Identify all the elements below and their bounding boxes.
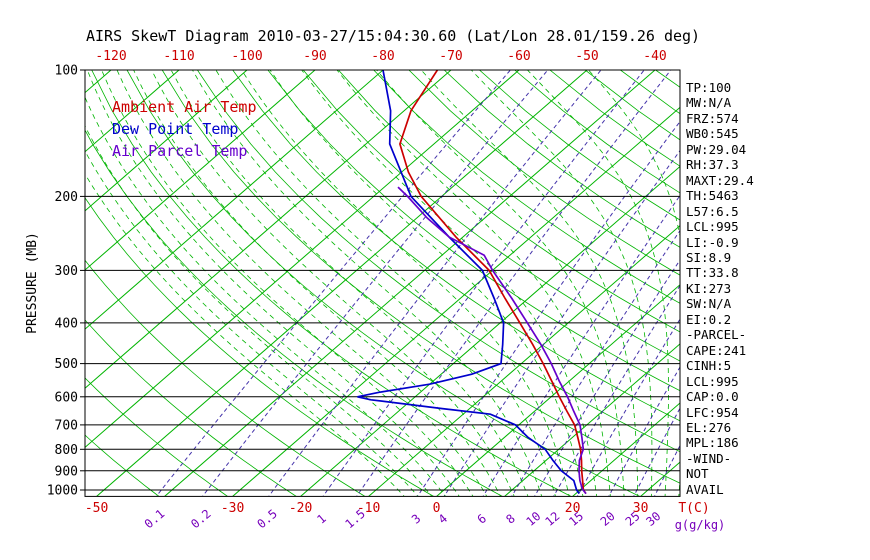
- page-title: AIRS SkewT Diagram 2010-03-27/15:04:30.6…: [86, 27, 701, 45]
- stat-line: SW:N/A: [686, 296, 732, 312]
- svg-text:20: 20: [565, 501, 581, 516]
- svg-text:8: 8: [503, 511, 518, 526]
- svg-text:300: 300: [55, 264, 78, 279]
- svg-text:-90: -90: [303, 49, 326, 64]
- svg-text:12: 12: [542, 509, 562, 529]
- stat-line: EL:276: [686, 419, 732, 435]
- stat-line: CAPE:241: [686, 342, 747, 358]
- svg-text:500: 500: [55, 357, 78, 372]
- stat-line: FRZ:574: [686, 110, 739, 126]
- stat-line: KI:273: [686, 280, 732, 296]
- svg-text:600: 600: [55, 390, 78, 405]
- temp-unit-label: T(C): [678, 501, 709, 516]
- stat-line: WB0:545: [686, 126, 739, 142]
- plot-frame: [84, 69, 681, 497]
- stat-line: RH:37.3: [686, 157, 739, 173]
- svg-text:400: 400: [55, 316, 78, 331]
- series-dew-point-temp: [357, 70, 580, 495]
- svg-text:700: 700: [55, 418, 78, 433]
- stat-line: AVAIL: [686, 481, 724, 497]
- stat-line: LCL:995: [686, 219, 739, 235]
- legend-dew-point-temp: Dew Point Temp: [112, 120, 239, 138]
- stat-line: MW:N/A: [686, 95, 732, 111]
- stat-line: SI:8.9: [686, 249, 732, 265]
- svg-text:0.1: 0.1: [142, 507, 168, 532]
- svg-text:1: 1: [314, 511, 329, 526]
- plot-area: [85, 70, 680, 497]
- stats-panel: TP:100 MW:N/A FRZ:574 WB0:545 PW:29.04 RH:37.…: [686, 80, 754, 497]
- svg-text:10: 10: [523, 509, 543, 529]
- svg-text:-110: -110: [163, 49, 194, 64]
- svg-text:200: 200: [55, 190, 78, 205]
- svg-text:4: 4: [436, 511, 451, 526]
- stat-line: -PARCEL-: [686, 327, 747, 343]
- stat-line: -WIND-: [686, 450, 732, 466]
- svg-text:-120: -120: [95, 49, 126, 64]
- pressure-axis: 100 200 300 400 500 600 700 800 900 1000 PRESSURE …: [25, 64, 85, 499]
- stat-line: TT:33.8: [686, 265, 739, 281]
- mixing-ratio-lines: [155, 70, 680, 497]
- stat-line: TH:5463: [686, 188, 739, 204]
- svg-text:100: 100: [55, 64, 78, 79]
- stat-line: LCL:995: [686, 373, 739, 389]
- stat-line: LI:-0.9: [686, 234, 739, 250]
- svg-text:800: 800: [55, 443, 78, 458]
- stat-line: LFC:954: [686, 404, 739, 420]
- svg-text:30: 30: [633, 501, 649, 516]
- series-air-parcel-temp: [397, 186, 587, 495]
- stat-line: TP:100: [686, 80, 732, 95]
- stat-line: EI:0.2: [686, 311, 732, 327]
- svg-text:0.5: 0.5: [254, 507, 280, 532]
- svg-text:900: 900: [55, 464, 78, 479]
- svg-text:6: 6: [475, 511, 490, 526]
- stat-line: CAP:0.0: [686, 389, 739, 405]
- svg-text:-30: -30: [221, 501, 244, 516]
- svg-text:20: 20: [598, 509, 618, 529]
- stat-line: CINH:5: [686, 358, 732, 374]
- svg-text:PRESSURE (MB): PRESSURE (MB): [25, 232, 40, 334]
- svg-text:-10: -10: [357, 501, 380, 516]
- bottom-temp-axis: -50 -30 -20 -10 0 20 30 T(C): [85, 501, 710, 516]
- legend-ambient-air-temp: Ambient Air Temp: [112, 98, 257, 116]
- stat-line: L57:6.5: [686, 203, 739, 219]
- stat-line: MAXT:29.4: [686, 172, 754, 188]
- svg-text:-100: -100: [231, 49, 262, 64]
- svg-text:-80: -80: [371, 49, 394, 64]
- pressure-lines: [85, 70, 680, 491]
- svg-text:-50: -50: [85, 501, 108, 516]
- top-temp-axis: -120 -110 -100 -90 -80 -70 -60 -50 -40: [95, 49, 666, 64]
- svg-text:0: 0: [433, 501, 441, 516]
- stat-line: NOT: [686, 466, 709, 482]
- svg-text:-70: -70: [439, 49, 462, 64]
- chart-legend: Ambient Air Temp Dew Point Temp Air Parc…: [112, 96, 257, 162]
- series-ambient-air-temp: [399, 70, 587, 495]
- svg-text:1000: 1000: [47, 484, 78, 499]
- stat-line: PW:29.04: [686, 141, 747, 157]
- svg-text:0.2: 0.2: [188, 507, 214, 532]
- svg-text:-60: -60: [507, 49, 530, 64]
- svg-text:-50: -50: [575, 49, 598, 64]
- stat-line: MPL:186: [686, 435, 739, 451]
- svg-text:3: 3: [409, 511, 424, 526]
- svg-text:-20: -20: [289, 501, 312, 516]
- legend-air-parcel-temp: Air Parcel Temp: [112, 142, 248, 160]
- mixing-unit-label: g(g/kg): [675, 518, 726, 532]
- svg-text:-40: -40: [643, 49, 666, 64]
